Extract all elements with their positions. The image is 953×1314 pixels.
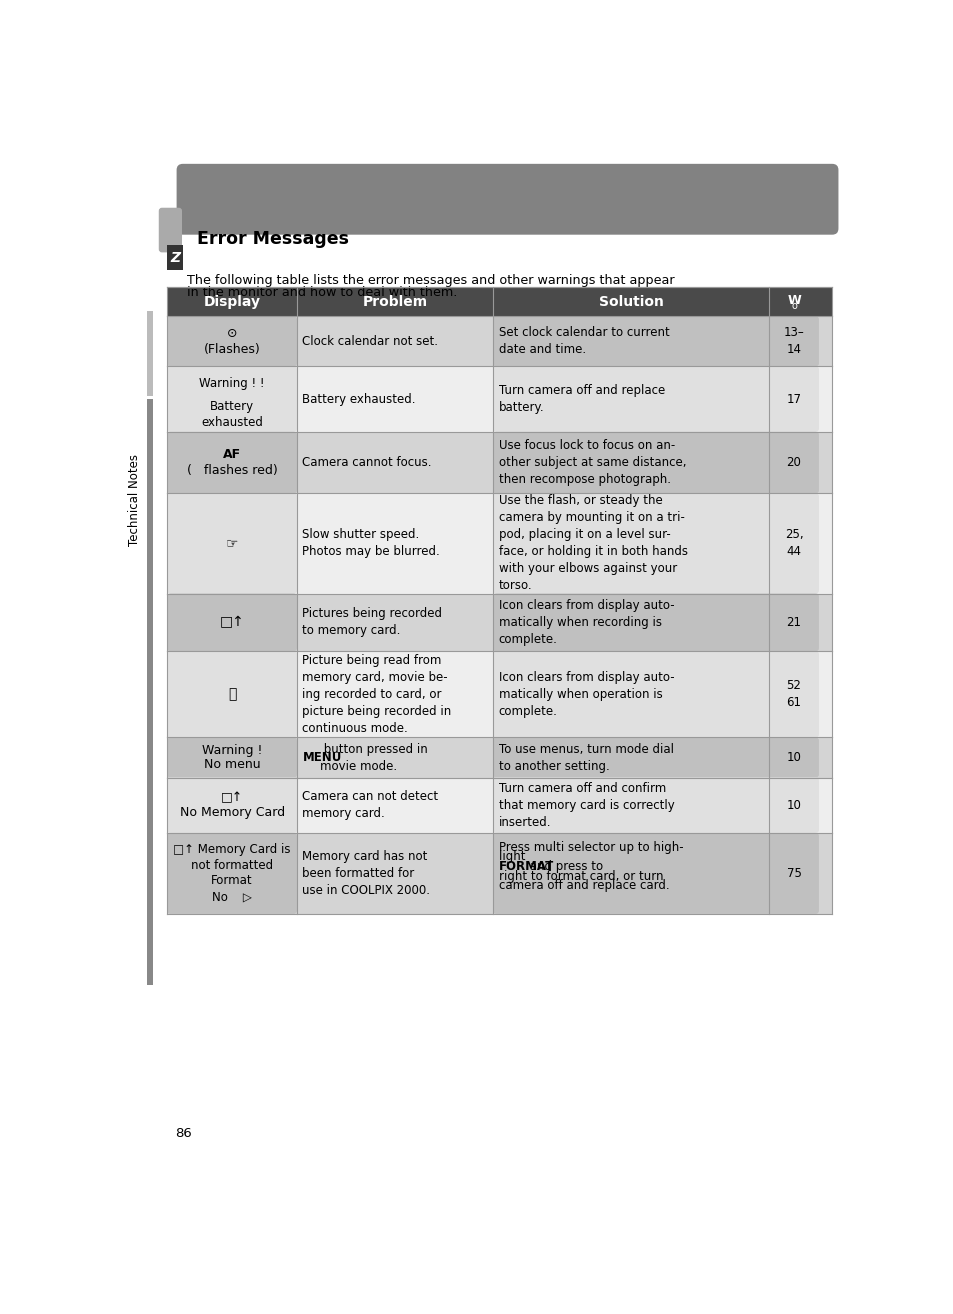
- FancyBboxPatch shape: [167, 432, 296, 493]
- FancyBboxPatch shape: [167, 652, 296, 737]
- Text: 25,
44: 25, 44: [784, 528, 802, 558]
- Bar: [167, 652, 831, 737]
- Text: o: o: [790, 301, 796, 310]
- Text: Format
No    ▷: Format No ▷: [212, 874, 253, 903]
- Bar: [167, 594, 831, 652]
- FancyBboxPatch shape: [167, 778, 296, 833]
- Text: Icon clears from display auto-
matically when recording is
complete.: Icon clears from display auto- matically…: [498, 599, 674, 646]
- Text: Technical Notes: Technical Notes: [128, 453, 141, 545]
- Text: Use focus lock to focus on an-
other subject at same distance,
then recompose ph: Use focus lock to focus on an- other sub…: [498, 439, 685, 486]
- Text: The following table lists the error messages and other warnings that appear: The following table lists the error mess…: [187, 273, 675, 286]
- FancyBboxPatch shape: [493, 778, 818, 833]
- Text: Battery
exhausted: Battery exhausted: [201, 399, 263, 428]
- Bar: [167, 833, 831, 913]
- Text: ⊙: ⊙: [227, 327, 237, 340]
- Bar: [167, 432, 831, 493]
- Text: Picture being read from
memory card, movie be-
ing recorded to card, or
picture : Picture being read from memory card, mov…: [302, 654, 451, 735]
- FancyBboxPatch shape: [493, 652, 818, 737]
- Text: Problem: Problem: [362, 294, 427, 309]
- Text: Display: Display: [203, 294, 260, 309]
- Text: 21: 21: [785, 616, 801, 629]
- Text: in the monitor and how to deal with them.: in the monitor and how to deal with them…: [187, 285, 457, 298]
- Text: Warning !: Warning !: [202, 744, 262, 757]
- Text: 75: 75: [786, 867, 801, 880]
- Text: 86: 86: [174, 1127, 192, 1141]
- Text: (Flashes): (Flashes): [204, 343, 260, 356]
- Text: 17: 17: [785, 393, 801, 406]
- Bar: [167, 367, 831, 432]
- Text: 52
61: 52 61: [785, 679, 801, 710]
- FancyBboxPatch shape: [167, 737, 296, 778]
- Text: FORMAT: FORMAT: [498, 859, 554, 872]
- FancyBboxPatch shape: [167, 367, 296, 432]
- Text: Turn camera off and confirm
that memory card is correctly
inserted.: Turn camera off and confirm that memory …: [498, 782, 674, 829]
- Text: Camera cannot focus.: Camera cannot focus.: [302, 456, 432, 469]
- FancyBboxPatch shape: [493, 493, 818, 594]
- Text: 10: 10: [786, 752, 801, 763]
- Text: Camera can not detect
memory card.: Camera can not detect memory card.: [302, 790, 438, 820]
- Text: Icon clears from display auto-
matically when operation is
complete.: Icon clears from display auto- matically…: [498, 671, 674, 717]
- Text: 10: 10: [786, 799, 801, 812]
- Text: camera off and replace card.: camera off and replace card.: [498, 879, 668, 892]
- FancyBboxPatch shape: [493, 317, 818, 367]
- Text: No Memory Card: No Memory Card: [179, 807, 284, 820]
- Text: and press to: and press to: [525, 859, 602, 872]
- Text: right to format card, or turn: right to format card, or turn: [498, 870, 662, 883]
- Text: Pictures being recorded
to memory card.: Pictures being recorded to memory card.: [302, 607, 442, 637]
- Text: (   flashes red): ( flashes red): [187, 464, 277, 477]
- Text: □↑: □↑: [219, 615, 244, 629]
- FancyBboxPatch shape: [158, 208, 182, 252]
- Text: Use the flash, or steady the
camera by mounting it on a tri-
pod, placing it on : Use the flash, or steady the camera by m…: [498, 494, 687, 593]
- Text: Turn camera off and replace
battery.: Turn camera off and replace battery.: [498, 384, 664, 414]
- FancyBboxPatch shape: [493, 432, 818, 493]
- Bar: [147, 311, 153, 396]
- Text: Set clock calendar to current
date and time.: Set clock calendar to current date and t…: [498, 326, 669, 356]
- FancyBboxPatch shape: [167, 594, 296, 652]
- Text: AF: AF: [223, 448, 241, 461]
- Text: 20: 20: [786, 456, 801, 469]
- Text: Error Messages: Error Messages: [196, 230, 349, 248]
- Text: W: W: [786, 293, 801, 306]
- FancyBboxPatch shape: [493, 594, 818, 652]
- FancyBboxPatch shape: [167, 833, 296, 913]
- Bar: [167, 317, 831, 367]
- FancyBboxPatch shape: [167, 317, 296, 367]
- Bar: [167, 493, 831, 594]
- Text: Memory card has not
been formatted for
use in COOLPIX 2000.: Memory card has not been formatted for u…: [302, 850, 430, 897]
- Text: Slow shutter speed.
Photos may be blurred.: Slow shutter speed. Photos may be blurre…: [302, 528, 439, 558]
- Text: To use menus, turn mode dial
to another setting.: To use menus, turn mode dial to another …: [498, 742, 673, 773]
- Text: MENU: MENU: [302, 752, 341, 763]
- FancyBboxPatch shape: [167, 493, 296, 594]
- FancyBboxPatch shape: [176, 164, 838, 235]
- Text: light: light: [498, 850, 528, 863]
- Text: ☞: ☞: [226, 536, 238, 551]
- Text: Battery exhausted.: Battery exhausted.: [302, 393, 416, 406]
- Text: □↑ Memory Card is
not formatted: □↑ Memory Card is not formatted: [173, 844, 291, 872]
- Text: □↑: □↑: [221, 791, 243, 804]
- Text: No menu: No menu: [204, 758, 260, 771]
- Bar: [167, 778, 831, 833]
- Bar: [167, 286, 831, 317]
- Text: button pressed in
movie mode.: button pressed in movie mode.: [320, 742, 428, 773]
- Text: Warning ! !: Warning ! !: [199, 377, 265, 390]
- Text: ⧗: ⧗: [228, 687, 236, 702]
- Bar: [167, 246, 183, 271]
- FancyBboxPatch shape: [493, 737, 818, 778]
- Text: Solution: Solution: [598, 294, 663, 309]
- Text: Clock calendar not set.: Clock calendar not set.: [302, 335, 438, 348]
- Text: Z: Z: [170, 251, 180, 265]
- FancyBboxPatch shape: [493, 833, 818, 913]
- Bar: [167, 737, 831, 778]
- FancyBboxPatch shape: [493, 367, 818, 432]
- Bar: [147, 399, 153, 984]
- Text: 13–
14: 13– 14: [782, 326, 803, 356]
- Text: Press multi selector up to high-: Press multi selector up to high-: [498, 841, 682, 854]
